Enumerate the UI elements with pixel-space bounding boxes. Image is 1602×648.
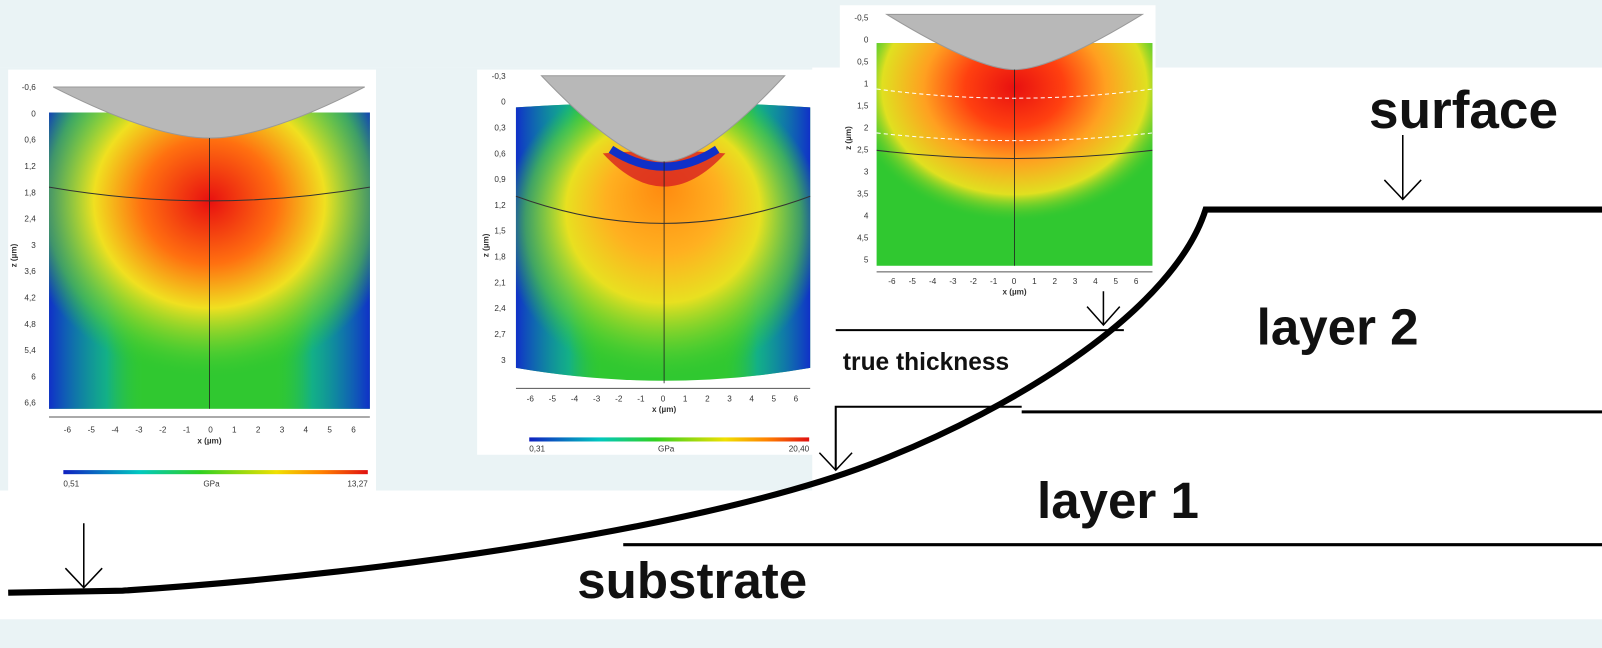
z-tick-label: 4 (864, 212, 869, 221)
surface-label: surface (1369, 81, 1558, 140)
x-tick-label: 0 (1012, 277, 1017, 286)
x-tick-label: 2 (256, 425, 261, 434)
x-tick-label: -1 (183, 425, 191, 434)
x-tick-label: 3 (280, 425, 285, 434)
layer-1-label: layer 1 (1037, 472, 1199, 529)
x-tick-label: -2 (970, 277, 978, 286)
x-tick-label: 5 (771, 395, 776, 404)
x-tick-label: -3 (135, 425, 143, 434)
z-tick-label: 0,9 (494, 175, 506, 184)
x-tick-label: -6 (527, 395, 535, 404)
x-tick-label: -6 (888, 277, 896, 286)
z-tick-label: 2,4 (494, 304, 506, 313)
x-tick-label: 4 (1093, 277, 1098, 286)
z-tick-label: 0,6 (24, 136, 36, 145)
x-tick-label: -2 (159, 425, 167, 434)
colorbar-unit: GPa (658, 445, 675, 454)
z-tick-label: 0 (864, 36, 869, 45)
colorbar (529, 437, 809, 441)
x-tick-label: 6 (794, 395, 799, 404)
z-axis-label: z (µm) (844, 126, 853, 150)
x-tick-label: -1 (637, 395, 645, 404)
x-axis-label: x (µm) (197, 437, 221, 446)
z-tick-label: 1,2 (494, 201, 506, 210)
substrate-label: substrate (577, 552, 807, 609)
z-tick-label: 4,5 (857, 234, 869, 243)
colorbar-unit: GPa (203, 479, 220, 488)
x-tick-label: 6 (351, 425, 356, 434)
z-tick-label: 4,8 (24, 320, 36, 329)
figure: surface layer 2 layer 1 substrate true t… (0, 0, 1602, 648)
x-tick-label: 4 (304, 425, 309, 434)
x-tick-label: -3 (593, 395, 601, 404)
x-tick-label: -5 (909, 277, 917, 286)
page: surface layer 2 layer 1 substrate true t… (0, 0, 1602, 648)
z-tick-label: 6,6 (24, 399, 36, 408)
x-axis-label: x (µm) (1002, 287, 1026, 296)
z-tick-label: 1,8 (24, 188, 36, 197)
layer-2-label: layer 2 (1257, 298, 1419, 355)
z-tick-label: 1,5 (494, 227, 506, 236)
z-tick-label: 0,3 (494, 123, 506, 132)
x-tick-label: 5 (327, 425, 332, 434)
z-tick-label: 2 (864, 124, 869, 133)
x-tick-label: 0 (208, 425, 213, 434)
z-tick-label: 3,5 (857, 190, 869, 199)
z-tick-label: 1,5 (857, 102, 869, 111)
x-tick-label: 0 (661, 395, 666, 404)
z-tick-label: 3,6 (24, 267, 36, 276)
z-tick-label: 0,6 (494, 149, 506, 158)
true-thickness-label: true thickness (843, 349, 1009, 376)
colorbar-min: 0,31 (529, 445, 545, 454)
colorbar-min: 0,51 (63, 479, 79, 488)
x-tick-label: -4 (571, 395, 579, 404)
z-tick-label: 2,1 (494, 278, 506, 287)
x-tick-label: -2 (615, 395, 623, 404)
x-tick-label: -6 (64, 425, 72, 434)
x-tick-label: -5 (549, 395, 557, 404)
z-tick-label: 3 (864, 168, 869, 177)
z-tick-label: 5 (864, 256, 869, 265)
colorbar (63, 470, 367, 474)
x-axis-label: x (µm) (652, 405, 676, 414)
z-tick-label: 0 (31, 109, 36, 118)
z-tick-label: 2,7 (494, 330, 506, 339)
x-tick-label: 1 (232, 425, 237, 434)
z-axis-label: z (µm) (481, 233, 490, 257)
z-tick-label: 1,8 (494, 253, 506, 262)
x-tick-label: 2 (1052, 277, 1057, 286)
x-tick-label: 1 (1032, 277, 1037, 286)
x-tick-label: 3 (727, 395, 732, 404)
x-tick-label: 5 (1113, 277, 1118, 286)
z-tick-label: 4,2 (24, 294, 36, 303)
z-tick-label: -0,3 (492, 72, 507, 81)
z-tick-label: 0,5 (857, 58, 869, 67)
colorbar-max: 13,27 (347, 479, 368, 488)
z-tick-label: 1 (864, 80, 869, 89)
x-tick-label: -4 (929, 277, 937, 286)
x-tick-label: -3 (949, 277, 957, 286)
z-tick-label: 6 (31, 372, 36, 381)
x-tick-label: 1 (683, 395, 688, 404)
x-tick-label: 6 (1134, 277, 1139, 286)
inset-3 (840, 5, 1156, 296)
x-tick-label: -4 (111, 425, 119, 434)
z-tick-label: 3 (501, 356, 506, 365)
x-tick-label: -5 (88, 425, 96, 434)
z-tick-label: 0 (501, 98, 506, 107)
x-tick-label: 2 (705, 395, 710, 404)
z-tick-label: 2,5 (857, 146, 869, 155)
colorbar-max: 20,40 (789, 445, 810, 454)
z-tick-label: 1,2 (24, 162, 36, 171)
z-tick-label: 5,4 (24, 346, 36, 355)
z-tick-label: 2,4 (24, 215, 36, 224)
z-tick-label: 3 (31, 241, 36, 250)
z-tick-label: -0,5 (854, 14, 869, 23)
x-tick-label: 4 (749, 395, 754, 404)
z-tick-label: -0,6 (22, 83, 37, 92)
x-tick-label: -1 (990, 277, 998, 286)
x-tick-label: 3 (1073, 277, 1078, 286)
z-axis-label: z (µm) (9, 243, 18, 267)
